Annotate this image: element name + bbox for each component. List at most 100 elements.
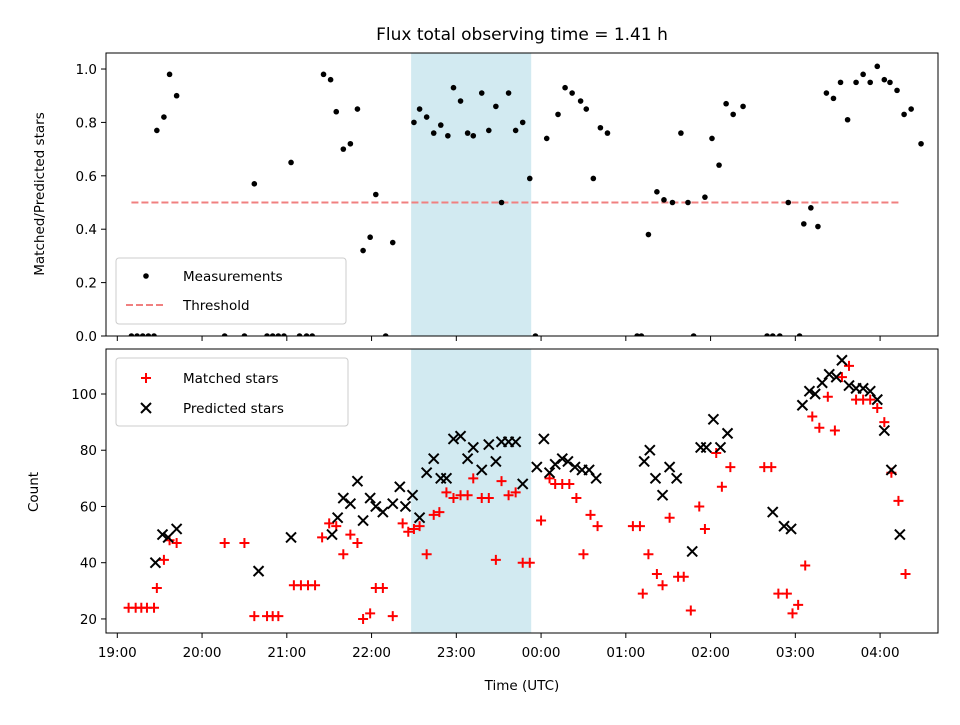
matched-star-point <box>766 462 777 473</box>
measurement-point <box>823 90 830 96</box>
measurement-point <box>685 199 691 206</box>
series-predicted-stars <box>149 354 906 577</box>
series-marks <box>123 354 911 624</box>
measurement-point <box>908 106 914 112</box>
series-measurements <box>128 63 924 336</box>
measurement-point <box>638 333 645 336</box>
matched-star-point <box>900 568 911 579</box>
plot-frame <box>105 52 939 337</box>
matched-star-point <box>377 583 388 594</box>
measurement-point <box>764 333 770 336</box>
measurement-point <box>634 333 640 336</box>
matched-star-point <box>807 411 818 422</box>
predicted-star-point <box>549 458 561 470</box>
x-axis-label: Time (UTC) <box>484 678 560 694</box>
measurement-point <box>360 247 366 254</box>
y-tick-label: 0.0 <box>76 329 97 345</box>
predicted-star-point <box>803 385 816 397</box>
matched-star-point <box>524 557 535 568</box>
measurement-point <box>590 175 597 182</box>
predicted-star-point <box>686 545 698 558</box>
predicted-star-point <box>556 452 568 465</box>
matched-star-point <box>844 360 855 371</box>
matched-star-point <box>664 512 675 523</box>
predicted-star-point <box>357 514 369 527</box>
matched-star-point <box>503 490 514 501</box>
matched-star-point <box>317 532 328 543</box>
predicted-star-point <box>871 393 883 406</box>
x-tick-label: 01:00 <box>606 645 645 661</box>
predicted-star-point <box>516 478 529 490</box>
predicted-star-point <box>377 506 389 518</box>
predicted-star-point <box>483 438 495 451</box>
predicted-star-point <box>649 472 662 485</box>
x-tick-label: 22:00 <box>352 645 391 661</box>
series-marks <box>128 63 924 336</box>
predicted-star-point <box>344 497 357 510</box>
matched-star-point <box>358 613 369 624</box>
observing-span <box>411 349 532 633</box>
matched-star-point <box>814 422 825 433</box>
matched-star-point <box>352 538 363 549</box>
predicted-star-point <box>700 441 713 454</box>
measurement-point <box>134 333 140 336</box>
predicted-star-point <box>656 489 669 501</box>
matched-star-point <box>699 523 710 534</box>
predicted-star-point <box>331 512 344 524</box>
measurement-point <box>785 199 792 206</box>
legend-label-predicted-stars: Predicted stars <box>183 401 284 417</box>
predicted-star-point <box>326 528 338 541</box>
matched-star-point <box>585 509 596 520</box>
predicted-star-point <box>543 467 556 479</box>
measurement-point <box>867 79 873 86</box>
y-tick-label: 0.2 <box>76 276 97 292</box>
measurement-point <box>562 84 568 91</box>
y-tick-label: 80 <box>80 443 97 459</box>
matched-star-point <box>793 599 804 610</box>
measurement-point <box>661 197 667 203</box>
measurement-point <box>690 333 697 336</box>
observing-span <box>411 53 532 336</box>
measurement-point <box>645 231 652 238</box>
matched-star-point <box>634 521 645 532</box>
predicted-star-point <box>461 452 474 465</box>
matched-star-point <box>273 611 284 622</box>
matched-star-point <box>490 554 501 565</box>
measurement-point <box>796 333 803 336</box>
matched-star-point <box>564 478 575 489</box>
measurement-point <box>145 333 152 336</box>
measurement-point <box>597 124 604 131</box>
measurement-point <box>347 140 354 147</box>
predicted-star-point <box>894 528 906 541</box>
predicted-star-point <box>156 528 169 541</box>
measurement-point <box>423 114 430 120</box>
measurement-point <box>309 333 316 336</box>
plot-frame <box>105 348 939 634</box>
measurement-point <box>543 135 550 142</box>
matched-star-point <box>324 518 335 529</box>
measurement-point <box>269 333 276 336</box>
measurement-point <box>844 116 851 123</box>
predicted-star-point <box>364 492 376 504</box>
x-tick-label: 00:00 <box>522 645 561 661</box>
matched-star-point <box>151 583 162 594</box>
matched-star-point <box>879 417 890 428</box>
matched-star-point <box>773 588 784 599</box>
measurement-point <box>505 90 512 96</box>
x-tick-label: 21:00 <box>267 645 306 661</box>
matched-star-point <box>536 515 547 526</box>
matched-star-point <box>822 391 833 402</box>
measurement-point <box>519 119 526 126</box>
legend-label-matched-stars: Matched stars <box>183 371 279 387</box>
measurement-point <box>470 132 477 139</box>
matched-star-point <box>421 549 432 560</box>
measurement-point <box>776 333 783 336</box>
measurement-point <box>288 159 294 166</box>
matched-star-point <box>787 608 798 619</box>
measurement-point <box>139 333 146 336</box>
measurement-point <box>333 108 340 115</box>
matched-star-point <box>441 487 452 498</box>
measurement-point <box>512 127 519 134</box>
measurement-point <box>154 127 160 134</box>
